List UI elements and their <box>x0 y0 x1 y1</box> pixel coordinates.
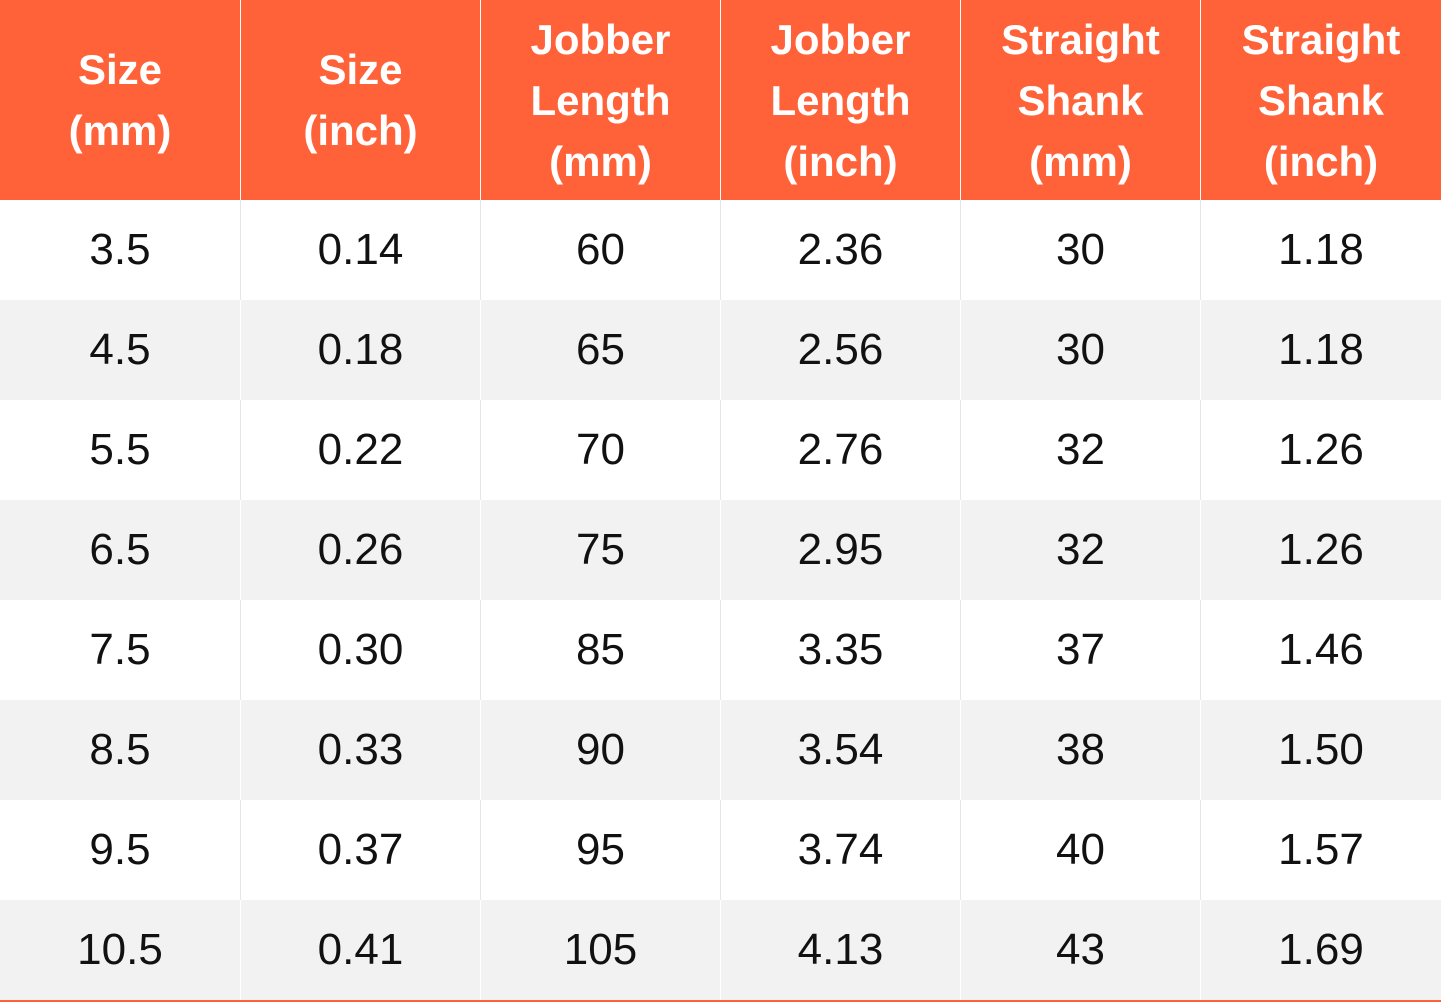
table-cell: 2.36 <box>720 200 960 300</box>
header-text: Jobber <box>530 15 671 63</box>
table-cell: 1.26 <box>1200 500 1441 600</box>
table-cell: 2.95 <box>720 500 960 600</box>
table-cell: 3.54 <box>720 700 960 800</box>
table-row: 9.5 0.37 95 3.74 40 1.57 <box>0 800 1441 900</box>
table-row: 10.5 0.41 105 4.13 43 1.69 <box>0 900 1441 1000</box>
table-cell: 95 <box>480 800 720 900</box>
header-text: (inch) <box>1263 137 1379 185</box>
table-cell: 0.30 <box>240 600 480 700</box>
table-cell: 30 <box>960 200 1200 300</box>
table-cell: 1.50 <box>1200 700 1441 800</box>
table-cell: 0.22 <box>240 400 480 500</box>
header-row: Size (mm) Size (inch) Jobber Length (mm) Jobber… <box>0 0 1441 200</box>
header-text: (mm) <box>549 137 652 185</box>
header-cell: Size (inch) <box>240 0 480 200</box>
table-cell: 2.56 <box>720 300 960 400</box>
table-cell: 3.5 <box>89 225 151 274</box>
table-cell: 4.13 <box>720 900 960 1000</box>
header-text: (inch) <box>783 137 898 185</box>
header-text: Straight <box>1241 15 1401 63</box>
table-cell: 7.5 <box>89 625 151 674</box>
table-cell: 1.57 <box>1200 800 1441 900</box>
table-cell: 105 <box>480 900 720 1000</box>
table-cell: 90 <box>480 700 720 800</box>
header-cell: Straight Shank (inch) <box>1200 0 1441 200</box>
table-cell: 3.74 <box>720 800 960 900</box>
table-cell: 30 <box>960 300 1200 400</box>
header-cell: Straight Shank (mm) <box>960 0 1200 200</box>
table-cell: 37 <box>960 600 1200 700</box>
header-text: (mm) <box>1029 137 1132 185</box>
table-cell: 1.18 <box>1200 200 1441 300</box>
table-row: 6.5 0.26 75 2.95 32 1.26 <box>0 500 1441 600</box>
table-cell: 3.35 <box>720 600 960 700</box>
table-cell: 60 <box>480 200 720 300</box>
table-cell: 4.5 <box>89 325 151 374</box>
table-cell: 1.26 <box>1200 400 1441 500</box>
table-cell: 38 <box>960 700 1200 800</box>
header-text: Shank <box>1257 76 1385 124</box>
header-text: Straight <box>1001 15 1160 63</box>
table-cell: 65 <box>480 300 720 400</box>
table-cell: 0.18 <box>240 300 480 400</box>
table-cell: 85 <box>480 600 720 700</box>
header-text: (mm) <box>68 107 172 154</box>
table-row: 8.5 0.33 90 3.54 38 1.50 <box>0 700 1441 800</box>
table-row: 3.5 0.14 60 2.36 30 1.18 <box>0 200 1441 300</box>
header-cell: Jobber Length (mm) <box>480 0 720 200</box>
table-cell: 32 <box>960 500 1200 600</box>
table-cell: 5.5 <box>89 425 151 474</box>
table-cell: 32 <box>960 400 1200 500</box>
table-cell: 40 <box>960 800 1200 900</box>
table-cell: 0.26 <box>240 500 480 600</box>
table-cell: 6.5 <box>89 525 151 574</box>
table-cell: 1.69 <box>1200 900 1441 1000</box>
table-cell: 0.41 <box>240 900 480 1000</box>
table-cell: 1.46 <box>1200 600 1441 700</box>
header-text: (inch) <box>303 107 418 154</box>
header-text: Size <box>318 46 403 93</box>
table-cell: 43 <box>960 900 1200 1000</box>
table-cell: 75 <box>480 500 720 600</box>
table-cell: 0.37 <box>240 800 480 900</box>
header-text: Length <box>770 76 911 124</box>
table-cell: 10.5 <box>77 925 163 974</box>
table-row: 7.5 0.30 85 3.35 37 1.46 <box>0 600 1441 700</box>
header-text: Jobber <box>770 15 911 63</box>
header-cell: Size (mm) <box>0 0 240 200</box>
header-cell: Jobber Length (inch) <box>720 0 960 200</box>
table-cell: 0.33 <box>240 700 480 800</box>
header-text: Size <box>77 46 163 93</box>
header-text: Shank <box>1017 76 1144 124</box>
table-cell: 70 <box>480 400 720 500</box>
table-cell: 0.14 <box>240 200 480 300</box>
table-cell: 1.18 <box>1200 300 1441 400</box>
table-cell: 2.76 <box>720 400 960 500</box>
table-cell: 8.5 <box>89 725 151 774</box>
table-row: 5.5 0.22 70 2.76 32 1.26 <box>0 400 1441 500</box>
table-row: 4.5 0.18 65 2.56 30 1.18 <box>0 300 1441 400</box>
header-text: Length <box>530 76 671 124</box>
table-cell: 9.5 <box>89 825 151 874</box>
